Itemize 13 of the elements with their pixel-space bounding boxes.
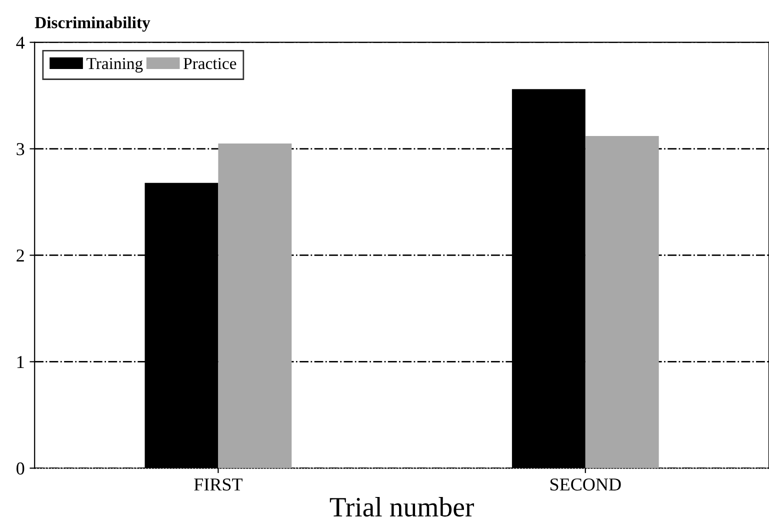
legend-label: Practice xyxy=(184,58,236,70)
y-tick-label: 3 xyxy=(16,143,24,156)
x-tick-label: SECOND xyxy=(550,478,621,491)
x-tick-label: FIRST xyxy=(194,478,242,491)
y-tick-label: 1 xyxy=(17,356,24,368)
y-axis-title: Discriminability xyxy=(34,16,150,32)
legend-label: Training xyxy=(86,58,143,73)
y-tick-label: 4 xyxy=(16,36,25,49)
x-axis-title: Trial number xyxy=(330,497,474,517)
bar xyxy=(585,136,659,468)
y-tick-label: 2 xyxy=(16,250,24,262)
y-tick-label: 0 xyxy=(16,462,24,475)
bar xyxy=(218,143,292,468)
